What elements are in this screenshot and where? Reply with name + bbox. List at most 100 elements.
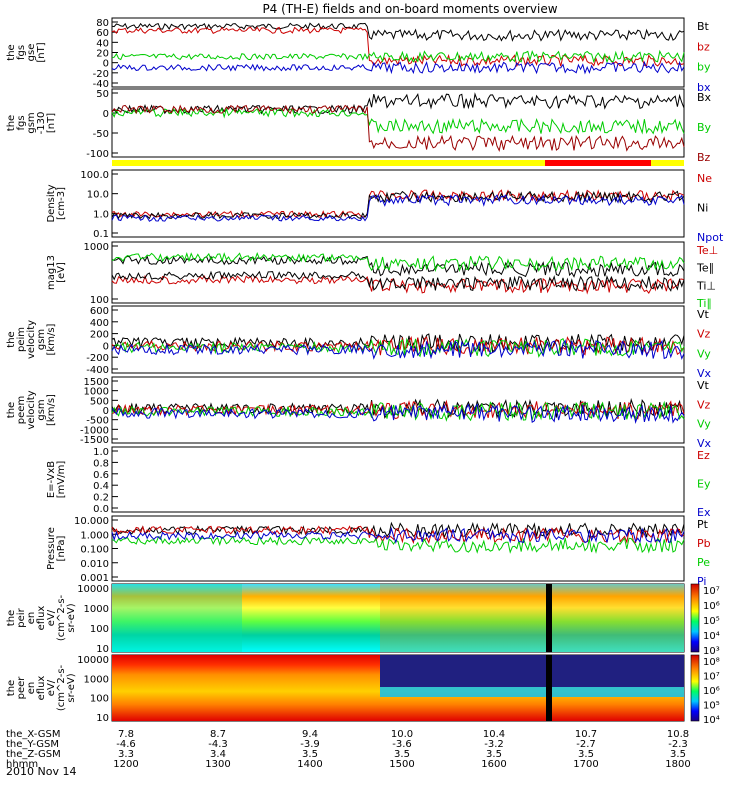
colorbar-label: 10³ — [703, 646, 720, 657]
footer-value: 1600 — [481, 759, 506, 770]
legend-By: By — [697, 121, 712, 134]
trace-Te∥ — [111, 270, 685, 292]
colorbar-label: 10⁵ — [703, 616, 720, 627]
y-tick-label: -200 — [86, 353, 109, 364]
y-tick-label: 0.4 — [93, 481, 109, 492]
y-tick-label: 0.1 — [93, 229, 109, 240]
y-tick-label: 1.0 — [93, 209, 109, 220]
panel-frame — [111, 88, 685, 158]
trace-Pi — [111, 526, 685, 545]
colorbar-label: 10⁶ — [703, 686, 720, 697]
legend-Te⊥: Te⊥ — [696, 244, 718, 257]
footer-value: 7.8 — [118, 729, 134, 740]
footer-value: 3.5 — [486, 749, 502, 760]
footer-value: -2.3 — [668, 739, 688, 750]
trace-Ne — [111, 189, 685, 219]
footer-value: 3.5 — [578, 749, 594, 760]
panel-8: 10.000 1.000 0.100 0.010 0.001 Pressure [nPa] P… — [46, 515, 711, 588]
legend-Vy: Vy — [697, 418, 711, 431]
y-tick-label: 0 — [103, 109, 109, 120]
colorbar-label: 10⁴ — [703, 715, 720, 726]
panel-3: 100.0 10.0 1.0 0.1 Density [cm-3] Ne Ni Npot — [46, 169, 724, 244]
spectrogram-electron — [112, 655, 684, 721]
footer-value: -4.3 — [208, 739, 228, 750]
y-axis-label: en — [26, 682, 37, 695]
y-tick-label: 600 — [90, 306, 109, 317]
footer-value: 10.4 — [483, 729, 505, 740]
y-tick-label: 100.0 — [80, 170, 109, 181]
footer-value: 3.5 — [394, 749, 410, 760]
y-axis-label: fgs — [16, 115, 27, 130]
trace-by — [111, 49, 685, 64]
y-axis-label: peir — [16, 607, 27, 627]
y-tick-label: 0.2 — [93, 493, 109, 504]
legend-Ni: Ni — [697, 202, 708, 215]
y-tick-label: 100 — [90, 694, 109, 705]
footer-row-label: the_Z-GSM — [6, 749, 61, 760]
y-tick-label: 1000 — [84, 674, 109, 685]
y-axis-label: en — [26, 612, 37, 625]
y-tick-label: 40 — [96, 38, 109, 49]
panel-frame — [111, 305, 685, 374]
y-axis-label: sr-eV) — [66, 673, 77, 702]
y-axis-label: the — [6, 680, 17, 696]
y-axis-label: peem — [16, 396, 27, 424]
trace-Ni — [111, 190, 685, 220]
y-axis-label: [nT] — [36, 42, 47, 62]
y-axis-label: [km/s] — [46, 394, 57, 426]
footer-date: 2010 Nov 14 — [6, 765, 76, 778]
y-axis-label: E=-VxB — [46, 461, 57, 498]
colorbar-label: 10⁴ — [703, 631, 720, 642]
y-axis-label: eflux — [36, 676, 47, 701]
y-axis-label: [eV] — [56, 262, 67, 283]
footer-value: -3.9 — [300, 739, 320, 750]
footer-row-label: the_X-GSM — [6, 729, 60, 740]
footer-value: 10.8 — [667, 729, 689, 740]
footer-value: 1300 — [205, 759, 230, 770]
y-axis-label: [cm-3] — [56, 187, 67, 220]
y-axis-label: sr-eV) — [66, 603, 77, 632]
footer-value: 3.5 — [302, 749, 318, 760]
footer-value: 9.4 — [302, 729, 318, 740]
footer-value: 1400 — [297, 759, 322, 770]
y-tick-label: 100 — [90, 624, 109, 635]
y-tick-label: 1000 — [84, 242, 109, 253]
y-tick-label: 10000 — [77, 584, 109, 595]
trace-Bt — [111, 22, 685, 42]
y-axis-label: Pressure — [46, 527, 57, 570]
legend-Vt: Vt — [697, 308, 710, 321]
trace-By — [111, 107, 685, 135]
y-axis-label: gsm — [36, 329, 47, 350]
legend-Ti⊥: Ti⊥ — [696, 279, 716, 292]
y-axis-label: -130 — [36, 112, 47, 135]
y-axis-label: gse — [26, 44, 37, 62]
y-tick-label: 1500 — [84, 377, 109, 388]
y-axis-label: the — [6, 44, 17, 60]
y-axis-label: [mV/m] — [56, 461, 67, 499]
y-axis-label: [km/s] — [46, 323, 57, 355]
y-axis-label: [nPa] — [56, 535, 67, 561]
colorbar-label: 10⁶ — [703, 601, 720, 612]
legend-Ez: Ez — [697, 449, 710, 462]
y-axis-label: velocity — [26, 390, 37, 429]
trace-Ti∥ — [111, 251, 685, 273]
trace-Pe — [111, 535, 685, 554]
footer-value: 10.7 — [575, 729, 597, 740]
y-tick-label: 0.8 — [93, 458, 109, 469]
legend-bz: bz — [697, 40, 710, 53]
trace-Vx — [111, 403, 685, 424]
trace-Vx — [111, 339, 685, 360]
y-tick-label: 200 — [90, 330, 109, 341]
legend-Pe: Pe — [697, 556, 710, 569]
y-tick-label: 500 — [90, 396, 109, 407]
legend-Ne: Ne — [697, 172, 712, 185]
y-tick-label: 0.0 — [93, 504, 109, 515]
y-axis-label: (cm^2-s- — [56, 594, 67, 641]
footer-row-label: the_Y-GSM — [6, 739, 59, 750]
y-tick-label: 1.0 — [93, 447, 109, 458]
colorbar-label: 10⁵ — [703, 701, 720, 712]
